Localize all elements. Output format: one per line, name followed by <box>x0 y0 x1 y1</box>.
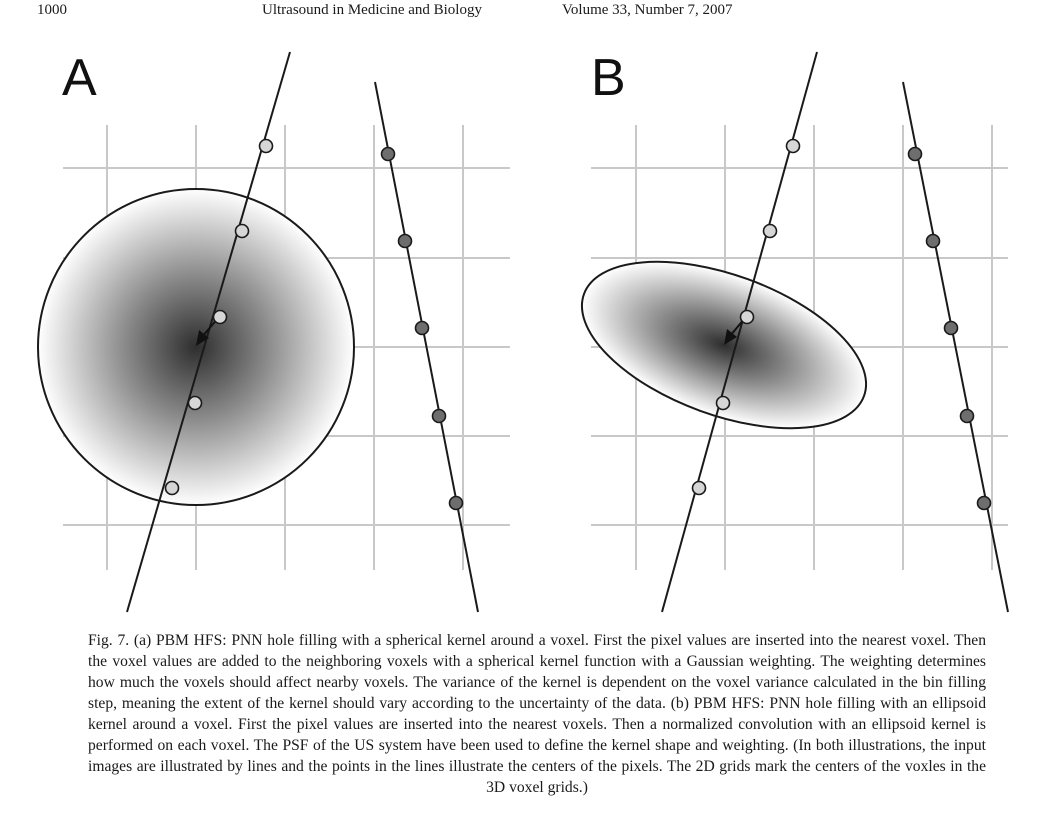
pixel-point <box>739 309 755 325</box>
page-number: 1000 <box>37 2 67 18</box>
pixel-point <box>380 146 396 162</box>
pixel-point <box>943 320 959 336</box>
pixel-point <box>715 395 731 411</box>
panel-label-a: A <box>62 49 97 107</box>
pixel-points-light-b <box>691 138 801 496</box>
pixel-point <box>785 138 801 154</box>
pixel-point <box>258 138 274 154</box>
pixel-points-dark-a <box>380 146 464 511</box>
pixel-point <box>212 309 228 325</box>
pixel-points-light-a <box>164 138 274 496</box>
pixel-point <box>164 480 180 496</box>
pixel-points-dark-b <box>907 146 992 511</box>
input-image-line-2 <box>374 81 479 613</box>
volume-info: Volume 33, Number 7, 2007 <box>562 2 733 18</box>
pixel-point <box>397 233 413 249</box>
pixel-point <box>976 495 992 511</box>
pixel-point <box>907 146 923 162</box>
pixel-point <box>187 395 203 411</box>
pixel-point <box>234 223 250 239</box>
pixel-point <box>925 233 941 249</box>
pixel-point <box>959 408 975 424</box>
pixel-point <box>448 495 464 511</box>
panel-label-b: B <box>591 49 626 107</box>
pixel-point <box>414 320 430 336</box>
pixel-point <box>762 223 778 239</box>
pixel-point <box>691 480 707 496</box>
input-image-line-2 <box>902 81 1009 613</box>
figure-caption: Fig. 7. (a) PBM HFS: PNN hole filling wi… <box>88 632 986 796</box>
panel-b <box>580 51 1009 613</box>
pixel-point <box>431 408 447 424</box>
spherical-kernel <box>37 188 355 506</box>
journal-title: Ultrasound in Medicine and Biology <box>262 2 482 18</box>
panel-a <box>37 51 510 613</box>
